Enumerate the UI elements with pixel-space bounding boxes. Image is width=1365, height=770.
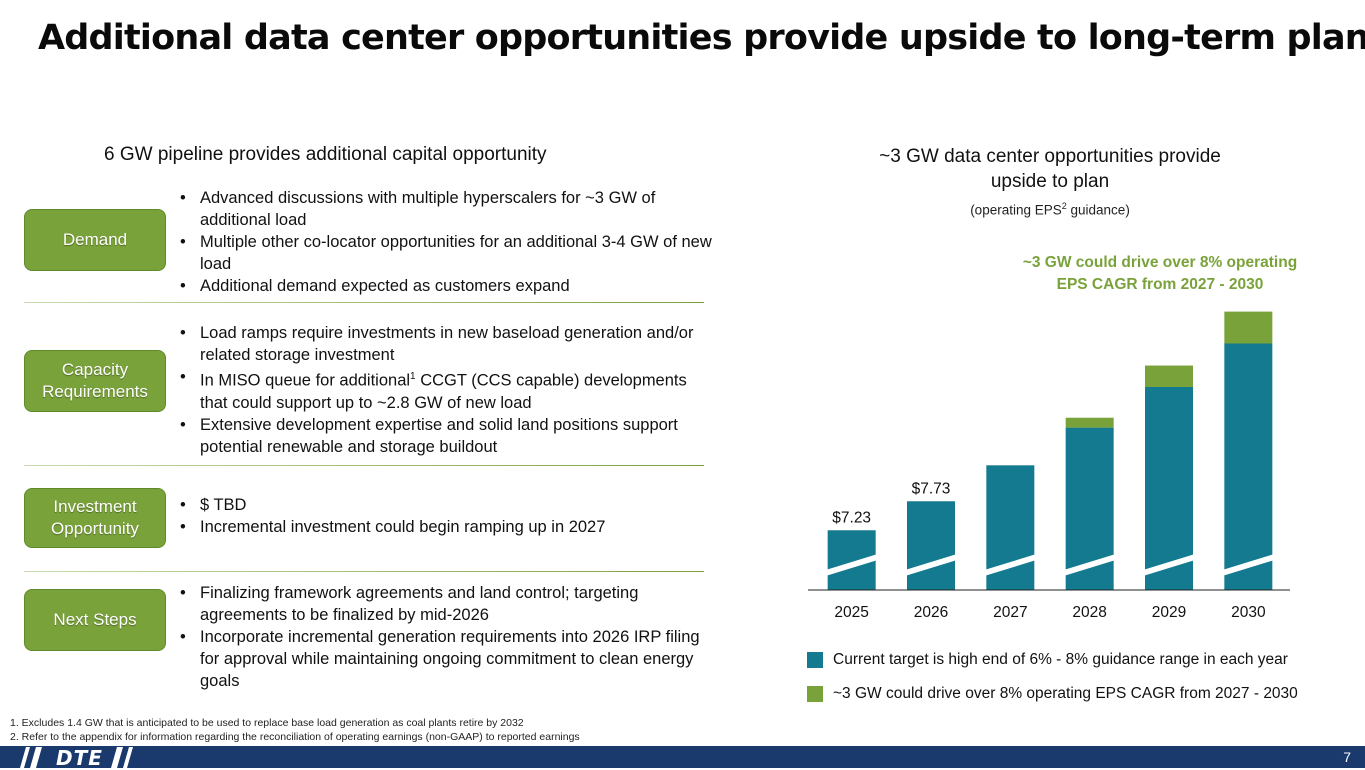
footnote-ref: 1 (410, 371, 416, 382)
investment-opportunity-label: Investment Opportunity (24, 488, 166, 548)
page-number: 7 (1343, 749, 1351, 765)
x-tick-label: 2026 (914, 604, 948, 621)
x-tick-label: 2025 (834, 604, 868, 621)
legend-label: ~3 GW could drive over 8% operating EPS … (833, 685, 1298, 702)
divider (24, 465, 704, 466)
left-heading: 6 GW pipeline provides additional capita… (104, 144, 547, 165)
axis-break-2029 (1143, 554, 1195, 576)
bar-upside-2029 (1145, 365, 1193, 387)
demand-bullets: Advanced discussions with multiple hyper… (178, 187, 718, 297)
logo-slash-icon (20, 747, 42, 768)
chart-heading-line2: upside to plan (990, 171, 1110, 192)
next-steps-label: Next Steps (24, 589, 166, 651)
footnote-2: 2. Refer to the appendix for information… (10, 731, 580, 743)
subtitle-suffix: guidance) (1066, 202, 1130, 218)
legend-item-upside: ~3 GW could drive over 8% operating EPS … (807, 685, 1298, 703)
x-tick-label: 2030 (1231, 604, 1266, 621)
bar-upside-2030 (1224, 311, 1273, 344)
legend-item-current-target: Current target is high end of 6% - 8% gu… (807, 651, 1288, 669)
investment-bullets: $ TBD Incremental investment could begin… (178, 494, 718, 538)
bar-current-2029 (1145, 387, 1193, 590)
chart-callout: ~3 GW could drive over 8% operating EPS … (1000, 252, 1320, 296)
bullet-text: CCGT (CCS capable) developments that cou… (200, 371, 687, 412)
footnotes: 1. Excludes 1.4 GW that is anticipated t… (10, 716, 580, 744)
divider (24, 571, 704, 572)
logo-slash-icon (110, 747, 133, 768)
data-label: $7.23 (832, 509, 871, 526)
bar-upside-2028 (1065, 417, 1114, 428)
bullet: Incremental investment could begin rampi… (178, 516, 718, 538)
chart-heading-line1: ~3 GW data center opportunities provide (879, 146, 1221, 167)
legend-swatch-green (807, 686, 823, 702)
footer-bar (0, 746, 1365, 768)
x-tick-label: 2027 (993, 604, 1027, 621)
dte-logo: DTE (20, 745, 139, 770)
callout-line2: EPS CAGR from 2027 - 2030 (1056, 276, 1264, 293)
callout-line1: ~3 GW could drive over 8% operating (1022, 254, 1298, 271)
axis-break-2030 (1222, 554, 1275, 576)
axis-break-2026 (905, 554, 957, 576)
slide-title: Additional data center opportunities pro… (38, 18, 1365, 58)
logo-text: DTE (56, 745, 103, 770)
bullet: Advanced discussions with multiple hyper… (178, 187, 718, 231)
legend-swatch-teal (807, 652, 823, 668)
bar-current-2030 (1224, 343, 1273, 590)
bullet: $ TBD (178, 494, 718, 516)
bullet: Multiple other co-locator opportunities … (178, 231, 718, 275)
footnote-ref: 2 (1061, 201, 1067, 211)
legend-label: Current target is high end of 6% - 8% gu… (833, 651, 1288, 668)
axis-break-2027 (984, 554, 1037, 576)
chart-subtitle: (operating EPS2 guidance) (830, 194, 1270, 223)
bullet: Extensive development expertise and soli… (178, 414, 718, 458)
data-label: $7.73 (912, 480, 951, 497)
next-steps-bullets: Finalizing framework agreements and land… (178, 582, 718, 692)
x-tick-label: 2029 (1152, 604, 1186, 621)
bullet: Load ramps require investments in new ba… (178, 322, 718, 366)
bullet-text: In MISO queue for additional (200, 371, 411, 390)
bullet: Incorporate incremental generation requi… (178, 626, 718, 692)
divider (24, 302, 704, 303)
bullet: Finalizing framework agreements and land… (178, 582, 718, 626)
axis-break-2028 (1063, 554, 1116, 576)
chart-heading: ~3 GW data center opportunities provide … (830, 144, 1270, 223)
bullet: Additional demand expected as customers … (178, 275, 718, 297)
capacity-requirements-label: Capacity Requirements (24, 350, 166, 412)
subtitle-prefix: (operating EPS (970, 202, 1062, 218)
bar-current-2026 (907, 501, 955, 590)
bullet: In MISO queue for additional1 CCGT (CCS … (178, 366, 718, 414)
x-tick-label: 2028 (1072, 604, 1106, 621)
footnote-1: 1. Excludes 1.4 GW that is anticipated t… (10, 717, 524, 729)
capacity-bullets: Load ramps require investments in new ba… (178, 322, 718, 458)
axis-break-2025 (825, 554, 878, 576)
demand-label: Demand (24, 209, 166, 271)
eps-bar-chart: 2025 $7.23 2026 $7.73 2027 2028 2029 2030 (808, 311, 1290, 621)
